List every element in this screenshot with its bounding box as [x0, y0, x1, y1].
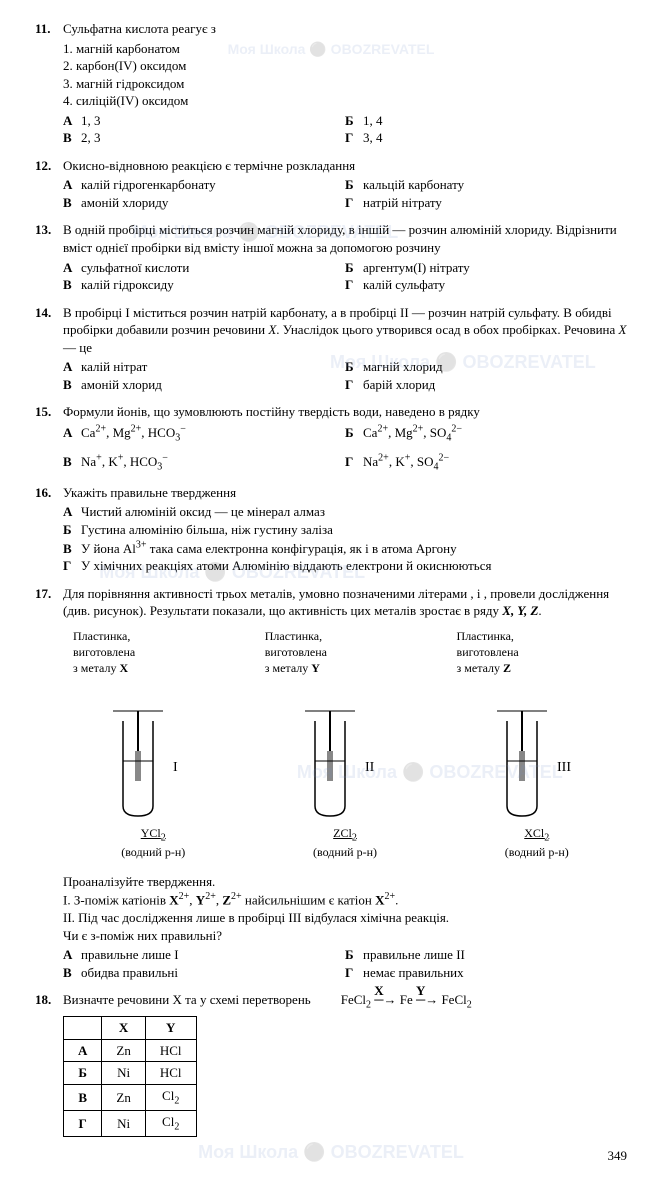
page-number: 349 — [35, 1147, 627, 1165]
answer-option: В2, 3 — [63, 129, 345, 147]
test-tube-figure-3: Пластинка,виготовленаз металу Z III XCl2… — [447, 628, 627, 861]
analysis-line: I. З-поміж катіонів X2+, Y2+, Z2+ найсил… — [63, 890, 627, 909]
question-number: 13. — [35, 221, 63, 293]
answer-table: X Y АZnHCl БNiHCl ВZnCl2 ГNiCl2 — [63, 1016, 197, 1137]
question-number: 17. — [35, 585, 63, 981]
figure-formula: YCl2 — [63, 825, 243, 845]
figure-label: Пластинка,виготовленаз металу X — [63, 628, 243, 677]
svg-text:II: II — [365, 760, 375, 775]
table-row: ГNiCl2 — [64, 1111, 197, 1137]
answer-option: АЧистий алюміній оксид — це мінерал алма… — [63, 503, 627, 521]
question-13: 13. В одній пробірці міститься розчин ма… — [35, 221, 627, 293]
answer-option: ВУ йона Al3+ така сама електронна конфіг… — [63, 538, 627, 557]
answer-option: Бправильне лише II — [345, 946, 627, 964]
figure-sublabel: (водний р-н) — [63, 844, 243, 860]
list-item: 4. силіцій(IV) оксидом — [63, 92, 627, 110]
test-tube-figure-1: Пластинка,виготовленаз металу X I YCl2 (… — [63, 628, 243, 861]
answer-option: Акалій нітрат — [63, 358, 345, 376]
test-tube-figure-2: Пластинка,виготовленаз металу Y II ZCl2 … — [255, 628, 435, 861]
chem-formula: Na+, K+, HCO3− — [81, 454, 168, 469]
question-18: 18. Визначте речовини X та у схемі перет… — [35, 991, 627, 1137]
reaction-scheme: FeCl2 ─X→ Fe ─Y→ FeCl2 — [341, 991, 472, 1012]
question-stem: Для порівняння активності трьох металів,… — [63, 585, 627, 620]
figure-sublabel: (водний р-н) — [447, 844, 627, 860]
question-number: 15. — [35, 403, 63, 473]
answer-option: Гнемає правильних — [345, 964, 627, 982]
answer-option: Вобидва правильні — [63, 964, 345, 982]
question-stem: В пробірці I міститься розчин натрій кар… — [63, 304, 627, 357]
answer-option: Бкальцій карбонату — [345, 176, 627, 194]
question-12: 12. Окисно-відновною реакцією є термічне… — [35, 157, 627, 212]
question-number: 14. — [35, 304, 63, 394]
answer-option: Вкалій гідроксиду — [63, 276, 345, 294]
table-row: ВZnCl2 — [64, 1084, 197, 1110]
answer-option: ГУ хімічних реакціях атоми Алюмінію відд… — [63, 557, 627, 575]
svg-text:III: III — [557, 760, 571, 775]
figure-formula: ZCl2 — [255, 825, 435, 845]
cell: Cl2 — [145, 1084, 196, 1110]
question-number: 11. — [35, 20, 63, 147]
table-row: X Y — [64, 1017, 197, 1040]
answer-option: БГустина алюмінію більша, ніж густину за… — [63, 521, 627, 539]
question-number: 18. — [35, 991, 63, 1137]
test-tube-icon: II — [295, 681, 395, 821]
cell: HCl — [145, 1039, 196, 1062]
question-11: 11. Сульфатна кислота реагує з 1. магній… — [35, 20, 627, 147]
question-stem: Визначте речовини X та у схемі перетворе… — [63, 991, 311, 1009]
table-header: Y — [145, 1017, 196, 1040]
cell: HCl — [145, 1062, 196, 1085]
answer-option: А1, 3 — [63, 112, 345, 130]
answer-option: Вамоній хлориду — [63, 194, 345, 212]
answer-option: Гнатрій нітрату — [345, 194, 627, 212]
table-row: БNiHCl — [64, 1062, 197, 1085]
answer-option: Асульфатної кислоти — [63, 259, 345, 277]
answer-option: Б1, 4 — [345, 112, 627, 130]
analysis-lead: Проаналізуйте твердження. — [63, 873, 627, 891]
list-item: 2. карбон(IV) оксидом — [63, 57, 627, 75]
answer-text: У йона Al3+ така сама електронна конфігу… — [81, 541, 457, 556]
figure-label: Пластинка,виготовленаз металу Z — [447, 628, 627, 677]
question-stem: В одній пробірці міститься розчин магній… — [63, 221, 627, 256]
figure-sublabel: (водний р-н) — [255, 844, 435, 860]
question-stem: Сульфатна кислота реагує з — [63, 20, 627, 38]
chem-formula: Ca2+, Mg2+, HCO3− — [81, 425, 186, 440]
table-row: АZnHCl — [64, 1039, 197, 1062]
chem-formula: Na2+, K+, SO42− — [363, 454, 449, 469]
question-14: 14. В пробірці I міститься розчин натрій… — [35, 304, 627, 394]
table-header — [64, 1017, 102, 1040]
list-item: 1. магній карбонатом — [63, 40, 627, 58]
cell: Cl2 — [145, 1111, 196, 1137]
question-stem: Окисно-відновною реакцією є термічне роз… — [63, 157, 627, 175]
figure-label: Пластинка,виготовленаз металу Y — [255, 628, 435, 677]
answer-option: Баргентум(I) нітрату — [345, 259, 627, 277]
question-stem: Укажіть правильне твердження — [63, 484, 627, 502]
answer-option: Гкалій сульфату — [345, 276, 627, 294]
answer-option: Бмагній хлорид — [345, 358, 627, 376]
question-17: 17. Для порівняння активності трьох мета… — [35, 585, 627, 981]
question-16: 16. Укажіть правильне твердження АЧистий… — [35, 484, 627, 575]
answer-option: Аправильне лише I — [63, 946, 345, 964]
analysis-question: Чи є з-поміж них правильні? — [63, 927, 627, 945]
test-tube-icon: I — [103, 681, 203, 821]
figure-row: Пластинка,виготовленаз металу X I YCl2 (… — [63, 628, 627, 861]
answer-option: Акалій гідрогенкарбонату — [63, 176, 345, 194]
answer-option: Вамоній хлорид — [63, 376, 345, 394]
answer-option: Гбарій хлорид — [345, 376, 627, 394]
svg-text:I: I — [173, 760, 178, 775]
question-number: 12. — [35, 157, 63, 212]
question-stem: Формули йонів, що зумовлюють постійну тв… — [63, 403, 627, 421]
analysis-line: II. Під час дослідження лише в пробірці … — [63, 909, 627, 927]
test-tube-icon: III — [487, 681, 587, 821]
answer-option: Г3, 4 — [345, 129, 627, 147]
figure-formula: XCl2 — [447, 825, 627, 845]
list-item: 3. магній гідроксидом — [63, 75, 627, 93]
chem-formula: Ca2+, Mg2+, SO42− — [363, 425, 462, 440]
question-15: 15. Формули йонів, що зумовлюють постійн… — [35, 403, 627, 473]
table-header: X — [102, 1017, 145, 1040]
question-number: 16. — [35, 484, 63, 575]
